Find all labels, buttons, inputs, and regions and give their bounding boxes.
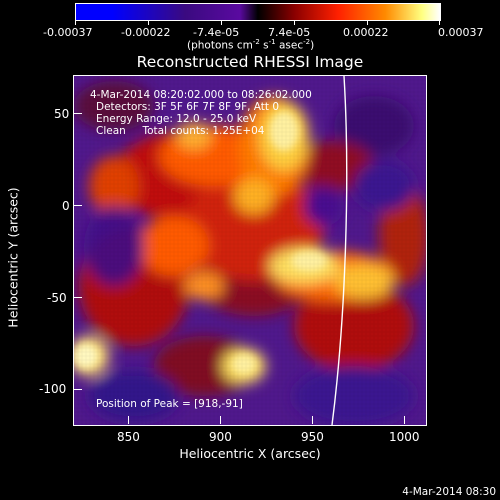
- rhessi-image: [74, 76, 426, 425]
- x-tick-900: 900: [209, 430, 232, 444]
- peak-position-label: Position of Peak = [918,-91]: [96, 398, 243, 410]
- y-tick-minus100: -100: [39, 382, 67, 396]
- x-tick-950: 950: [301, 430, 324, 444]
- y-tick-minus50: -50: [47, 291, 67, 305]
- solar-limb-line: [331, 76, 348, 425]
- colorbar-tick-4: 7.4e-05: [268, 26, 311, 39]
- colorbar-ticks: [75, 20, 441, 26]
- plot-area: 4-Mar-2014 08:20:02.000 to 08:26:02.000 …: [73, 75, 427, 426]
- colorbar: [75, 3, 441, 21]
- colorbar-tick-2: -0.00022: [121, 26, 171, 39]
- time-range-label: 4-Mar-2014 08:20:02.000 to 08:26:02.000: [90, 89, 312, 101]
- y-tick-0: 0: [62, 199, 70, 213]
- colorbar-tick-3: -7.4e-05: [193, 26, 240, 39]
- colorbar-tick-1: -0.00037: [43, 26, 93, 39]
- algorithm-label: Clean Total counts: 1.25E+04: [96, 125, 265, 137]
- detectors-label: Detectors: 3F 5F 6F 7F 8F 9F, Att 0: [96, 101, 280, 113]
- y-axis-label: Heliocentric Y (arcsec): [5, 187, 21, 328]
- energy-range-label: Energy Range: 12.0 - 25.0 keV: [96, 113, 257, 125]
- x-tick-850: 850: [117, 430, 140, 444]
- x-tick-1000: 1000: [389, 430, 420, 444]
- image-title: Reconstructed RHESSI Image: [136, 53, 364, 71]
- colorbar-unit: (photons cm-2 s-1 asec-2): [187, 38, 315, 52]
- y-tick-50: 50: [54, 107, 70, 121]
- footer-timestamp: 4-Mar-2014 08:30: [402, 486, 496, 498]
- colorbar-tick-6: 0.00037: [438, 26, 484, 39]
- colorbar-tick-5: 0.00022: [343, 26, 389, 39]
- x-axis-label: Heliocentric X (arcsec): [179, 446, 321, 461]
